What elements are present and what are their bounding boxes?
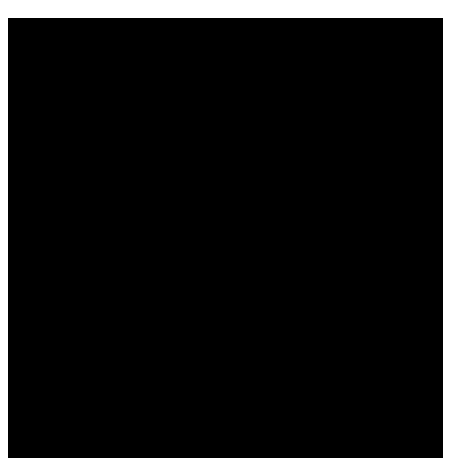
word-cloud [8, 18, 443, 458]
